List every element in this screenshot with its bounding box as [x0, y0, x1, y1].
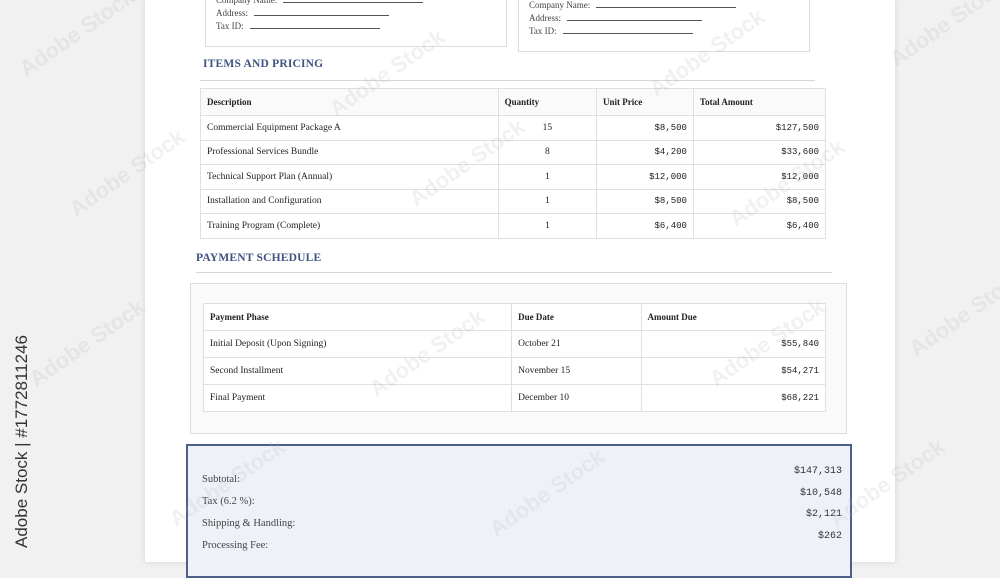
header-row: Payment Phase Due Date Amount Due — [202, 303, 827, 331]
column-header: Payment Phase — [202, 303, 513, 331]
total-value: $262 — [817, 530, 842, 542]
field-row: Company Name: — [529, 0, 737, 10]
cell: October 21 — [511, 330, 642, 358]
cell: 1 — [497, 213, 597, 239]
cell: $55,840 — [640, 330, 827, 358]
watermark: Adobe Stock — [24, 293, 150, 392]
watermark: Adobe Stock — [904, 263, 1000, 362]
rule — [196, 272, 832, 273]
cell: $8,500 — [692, 188, 827, 214]
party-box: Company Name: Address: Tax ID: — [205, 0, 507, 47]
cell: Initial Deposit (Upon Signing) — [202, 330, 513, 358]
cell: 15 — [497, 115, 597, 141]
total-value: $2,121 — [805, 509, 842, 520]
totals-box: Subtotal: $147,313 Tax (6.2 %): $10,548 Ship… — [186, 444, 852, 578]
payment-row: Second Installment November 15 $54,271 — [202, 357, 827, 385]
field-line — [596, 7, 737, 8]
field-line — [562, 33, 693, 34]
party-box: Company Name: Address: Tax ID: — [518, 0, 810, 52]
column-header: Amount Due — [640, 303, 827, 331]
cell: December 10 — [511, 384, 642, 412]
cell: $8,500 — [595, 188, 694, 214]
stock-label: Adobe Stock | #1772811246 — [12, 335, 31, 548]
field-line — [283, 2, 424, 3]
item-row: Commercial Equipment Package A 15 $8,500 $1… — [200, 115, 827, 141]
payment-table: Payment Phase Due Date Amount Due Initial D… — [202, 303, 827, 412]
cell: $6,400 — [595, 213, 694, 239]
cell: $68,221 — [640, 384, 827, 412]
cell: 1 — [497, 164, 597, 190]
total-value: $147,313 — [793, 466, 842, 477]
rule — [200, 80, 815, 81]
field-label: Company Name: — [216, 0, 278, 5]
cell: 8 — [497, 139, 597, 165]
cell: $12,000 — [595, 164, 694, 190]
field-row: Company Name: — [216, 0, 424, 5]
total-value: $10,548 — [799, 487, 842, 499]
cell: $54,271 — [640, 357, 827, 385]
field-line — [254, 15, 389, 16]
watermark: Adobe Stock — [14, 0, 140, 82]
payment-row: Initial Deposit (Upon Signing) October 21… — [202, 330, 827, 358]
cell: Professional Services Bundle — [200, 139, 499, 165]
total-label: Subtotal: — [202, 474, 240, 485]
cell: $12,000 — [692, 164, 827, 190]
cell: Final Payment — [202, 384, 513, 412]
cell: $127,500 — [692, 115, 827, 141]
cell: $8,500 — [595, 115, 694, 141]
watermark: Adobe Stock — [884, 0, 1000, 72]
cell: Technical Support Plan (Annual) — [200, 164, 499, 190]
field-row: Tax ID: — [216, 21, 380, 31]
cell: Commercial Equipment Package A — [200, 115, 499, 141]
column-header: Due Date — [511, 303, 642, 331]
cell: Training Program (Complete) — [200, 213, 499, 239]
field-line — [249, 28, 380, 29]
column-header: Total Amount — [692, 88, 827, 116]
column-header: Quantity — [497, 88, 597, 116]
column-header: Description — [200, 88, 499, 116]
field-line — [567, 20, 702, 21]
section-title: PAYMENT SCHEDULE — [196, 252, 322, 264]
section-title: ITEMS AND PRICING — [203, 58, 324, 70]
field-label: Address: — [216, 8, 248, 18]
field-label: Address: — [529, 13, 561, 23]
header-row: Description Quantity Unit Price Total Amoun… — [200, 88, 827, 116]
field-label: Tax ID: — [216, 21, 244, 31]
cell: November 15 — [511, 357, 642, 385]
item-row: Training Program (Complete) 1 $6,400 $6,400 — [200, 213, 827, 239]
cell: Installation and Configuration — [200, 188, 499, 214]
cell: $6,400 — [692, 213, 827, 239]
field-row: Address: — [216, 8, 389, 18]
cell: Second Installment — [202, 357, 513, 385]
total-label: Processing Fee: — [202, 540, 269, 551]
field-row: Tax ID: — [529, 26, 693, 36]
column-header: Unit Price — [595, 88, 694, 116]
field-label: Tax ID: — [529, 26, 557, 36]
item-row: Installation and Configuration 1 $8,500 $8,… — [200, 188, 827, 214]
page: {"stock_label": "Adobe Stock | #17728112… — [12, 0, 1000, 578]
item-row: Technical Support Plan (Annual) 1 $12,000 $… — [200, 164, 827, 190]
field-label: Company Name: — [529, 0, 591, 10]
total-label: Shipping & Handling: — [202, 518, 296, 529]
cell: 1 — [497, 188, 597, 214]
item-row: Professional Services Bundle 8 $4,200 $33,6… — [200, 139, 827, 165]
total-label: Tax (6.2 %): — [202, 496, 255, 507]
items-table: Description Quantity Unit Price Total Amoun… — [200, 88, 827, 239]
cell: $33,600 — [692, 139, 827, 165]
field-row: Address: — [529, 13, 702, 23]
cell: $4,200 — [595, 139, 694, 165]
payment-row: Final Payment December 10 $68,221 — [202, 384, 827, 412]
